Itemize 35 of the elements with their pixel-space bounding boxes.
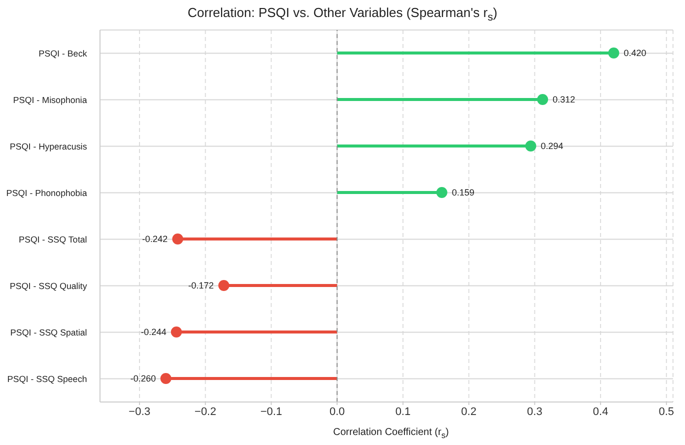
data-label: 0.294 [540,141,564,152]
point [218,280,230,291]
x-tick-label: 0.5 [658,406,674,418]
y-tick-label: PSQI - Phonophobia [6,188,88,198]
point [172,234,184,244]
data-label: -0.242 [142,234,168,244]
y-tick-label: PSQI - SSQ Quality [10,280,88,291]
data-label: 0.312 [552,94,576,105]
data-label: -0.244 [140,327,166,338]
x-tick-label: 0.2 [461,406,476,418]
y-tick-label: PSQI - SSQ Speech [7,374,88,384]
data-label: 0.159 [452,188,474,198]
x-tick-label: −0.2 [194,406,216,418]
x-tick-label: 0.3 [527,406,542,418]
x-tick-label: 0.4 [592,406,608,418]
x-tick-label: 0.1 [395,406,411,418]
y-tick-label: PSQI - SSQ Spatial [10,327,88,338]
data-label: -0.172 [188,280,214,291]
point [608,48,620,58]
y-tick-label: PSQI - Beck [38,48,88,58]
x-axis-title: Correlation Coefficient (r$_{s}$) [333,427,449,440]
y-tick-label: PSQI - Hyperacusis [10,141,88,152]
point [160,373,172,384]
point [436,187,448,198]
data-label: 0.420 [624,48,646,58]
x-tick-label: −0.1 [260,406,282,418]
x-tick-label: 0.0 [329,406,345,418]
chart-title: Correlation: PSQI vs. Other Variables (Spearman's r$_{s}$) [188,5,498,24]
y-tick-label: PSQI - SSQ Total [18,234,88,244]
data-label: -0.260 [130,374,156,384]
y-tick-label: PSQI - Misophonia [13,94,88,105]
point [537,94,548,105]
point [525,140,536,152]
x-tick-label: −0.3 [128,406,150,418]
point [170,326,182,338]
